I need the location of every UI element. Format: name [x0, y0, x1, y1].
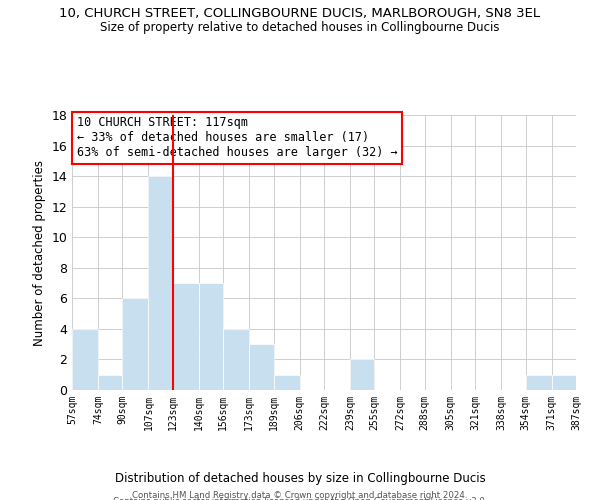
Bar [72, 329, 98, 390]
Bar [551, 374, 576, 390]
Text: Distribution of detached houses by size in Collingbourne Ducis: Distribution of detached houses by size … [115, 472, 485, 485]
Bar [526, 374, 551, 390]
Bar [148, 176, 173, 390]
Bar [199, 283, 223, 390]
Bar [576, 374, 600, 390]
Bar [173, 283, 199, 390]
Text: 10 CHURCH STREET: 117sqm
← 33% of detached houses are smaller (17)
63% of semi-d: 10 CHURCH STREET: 117sqm ← 33% of detach… [77, 116, 398, 160]
Bar [350, 360, 374, 390]
Bar [249, 344, 274, 390]
Text: Size of property relative to detached houses in Collingbourne Ducis: Size of property relative to detached ho… [100, 21, 500, 34]
Bar [122, 298, 148, 390]
Text: Contains public sector information licensed under the Open Government Licence v3: Contains public sector information licen… [113, 497, 487, 500]
Bar [98, 374, 122, 390]
Text: Contains HM Land Registry data © Crown copyright and database right 2024.: Contains HM Land Registry data © Crown c… [132, 491, 468, 500]
Bar [223, 329, 249, 390]
Bar [274, 374, 299, 390]
Y-axis label: Number of detached properties: Number of detached properties [33, 160, 46, 346]
Text: 10, CHURCH STREET, COLLINGBOURNE DUCIS, MARLBOROUGH, SN8 3EL: 10, CHURCH STREET, COLLINGBOURNE DUCIS, … [59, 8, 541, 20]
